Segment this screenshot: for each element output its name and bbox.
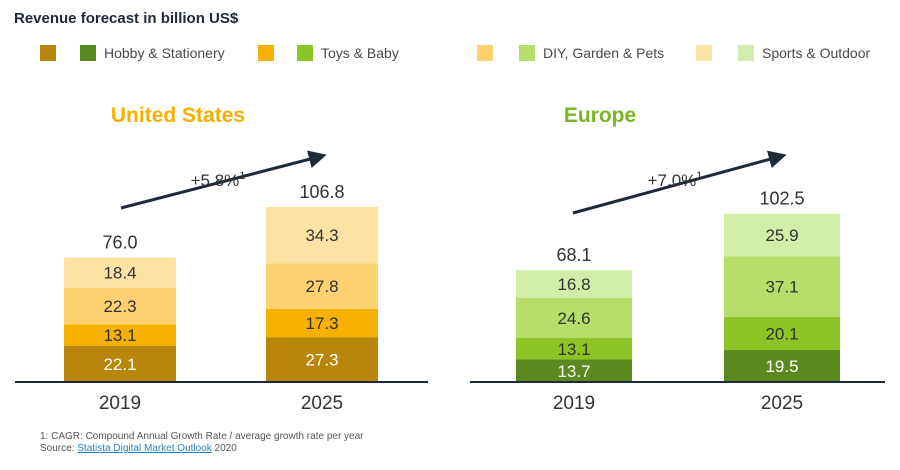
legend-swatch (297, 45, 313, 61)
source-prefix: Source: (40, 443, 78, 454)
data-label: 20.1 (765, 325, 798, 344)
bar-segment (516, 297, 632, 339)
total-label: 68.1 (556, 245, 591, 265)
growth-value: +5.8% (191, 171, 240, 190)
bar-segment (64, 324, 176, 346)
bar-segment (724, 213, 840, 257)
growth-label: +5.8%1 (191, 170, 246, 190)
bar-segment (64, 257, 176, 288)
bar-segment (64, 345, 176, 382)
legend-swatch (519, 45, 535, 61)
bar-segment (266, 308, 378, 338)
chart-title: Revenue forecast in billion US$ (14, 10, 239, 27)
data-label: 34.3 (305, 226, 338, 245)
bar-segment (724, 317, 840, 351)
data-label: 37.1 (765, 278, 798, 297)
legend-item: Sports & Outdoor (738, 42, 870, 64)
total-label: 76.0 (102, 233, 137, 253)
legend-label: Hobby & Stationery (104, 45, 225, 61)
legend-label: Toys & Baby (321, 45, 399, 61)
data-label: 13.1 (557, 340, 590, 359)
legend-item (696, 42, 712, 64)
bar-segment (724, 256, 840, 318)
bar-segment (724, 350, 840, 382)
growth-arrow (572, 150, 787, 215)
x-tick-label: 2025 (761, 393, 803, 414)
data-label: 24.6 (557, 309, 590, 328)
legend-swatch (477, 45, 493, 61)
panel-title: Europe (564, 104, 636, 127)
bar-segment (516, 338, 632, 360)
bar-segment (516, 359, 632, 382)
legend-item (40, 42, 56, 64)
source-link[interactable]: Statista Digital Market Outlook (77, 443, 212, 454)
legend-swatch (258, 45, 274, 61)
x-tick-label: 2019 (553, 393, 595, 414)
legend-label: DIY, Garden & Pets (543, 45, 665, 61)
growth-label: +7.0%1 (648, 170, 703, 190)
bar-segment (516, 270, 632, 298)
total-label: 106.8 (299, 182, 344, 202)
legend-item (258, 42, 274, 64)
footnote-source: Source: Statista Digital Market Outlook … (40, 443, 364, 455)
data-label: 17.3 (305, 314, 338, 333)
growth-footnote-mark: 1 (239, 170, 245, 182)
legend-label: Sports & Outdoor (762, 45, 871, 61)
legend-swatch (738, 45, 754, 61)
data-label: 19.5 (765, 357, 798, 376)
bar-segment (266, 207, 378, 264)
growth-value: +7.0% (648, 171, 697, 190)
legend-swatch (696, 45, 712, 61)
data-label: 18.4 (103, 264, 136, 283)
data-label: 16.8 (557, 275, 590, 294)
growth-footnote-mark: 1 (696, 170, 702, 182)
panel-title: United States (111, 104, 245, 127)
data-label: 22.3 (103, 297, 136, 316)
data-label: 13.7 (557, 362, 590, 381)
legend-item: Hobby & Stationery (80, 42, 225, 64)
bar-segment (266, 263, 378, 309)
legend-swatch (40, 45, 56, 61)
legend-item: DIY, Garden & Pets (519, 42, 664, 64)
bar-segment (64, 287, 176, 325)
data-label: 27.3 (305, 351, 338, 370)
legend-item: Toys & Baby (297, 42, 399, 64)
x-tick-label: 2019 (99, 393, 141, 414)
data-label: 13.1 (103, 326, 136, 345)
growth-arrow (120, 150, 327, 210)
source-suffix: 2020 (211, 443, 237, 454)
x-tick-label: 2025 (301, 393, 343, 414)
total-label: 102.5 (759, 189, 804, 209)
footnote: 1: CAGR: Compound Annual Growth Rate / a… (40, 431, 364, 455)
data-label: 25.9 (765, 226, 798, 245)
legend-item (477, 42, 493, 64)
footnote-cagr: 1: CAGR: Compound Annual Growth Rate / a… (40, 431, 364, 442)
legend-swatch (80, 45, 96, 61)
legend: Hobby & Stationery Toys & Baby DIY, Gard… (0, 42, 900, 66)
data-label: 27.8 (305, 277, 338, 296)
bar-segment (266, 337, 378, 382)
data-label: 22.1 (103, 355, 136, 374)
